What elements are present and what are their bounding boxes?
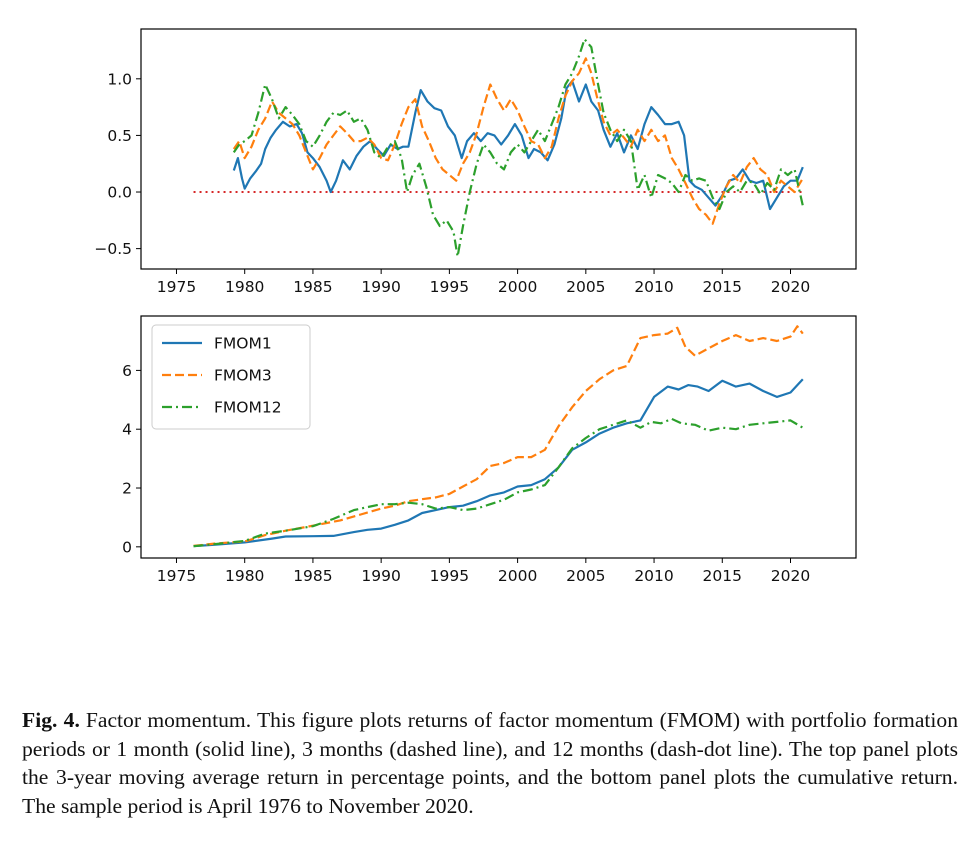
legend-label-fmom12: FMOM12 — [214, 399, 282, 417]
x-tick-label: 1975 — [157, 278, 196, 296]
series-line-fmom3 — [193, 325, 804, 547]
legend-box — [151, 324, 311, 430]
x-tick-label: 1995 — [430, 567, 469, 585]
bottom-panel-cumulative-return: 1975 1980 1985 1990 1995 2000 2005 2010 2015 2020… — [122, 315, 857, 585]
y-tick-label: 0.0 — [107, 184, 132, 202]
caption-label: Fig. 4. — [22, 708, 80, 732]
x-tick-label: 2015 — [703, 567, 742, 585]
figure: 1975 1980 1985 1990 1995 2000 2005 2010 2015 2020… — [94, 28, 857, 585]
top-panel-moving-average: 1975 1980 1985 1990 1995 2000 2005 2010 2015 2020… — [94, 28, 857, 296]
x-tick-label: 1990 — [361, 567, 400, 585]
y-tick-label: 4 — [122, 421, 132, 439]
x-tick-label: 1985 — [293, 278, 332, 296]
x-tick-label: 1995 — [430, 278, 469, 296]
series-line-fmom1 — [232, 80, 804, 211]
y-tick-label: 1.0 — [107, 70, 132, 88]
x-tick-label: 2000 — [498, 278, 537, 296]
series-line-fmom12 — [232, 38, 804, 258]
axes-frame — [140, 315, 857, 559]
x-tick-label: 2020 — [771, 278, 810, 296]
y-tick-label: 2 — [122, 480, 132, 498]
x-tick-label: 1985 — [293, 567, 332, 585]
x-tick-label: 2020 — [771, 567, 810, 585]
x-tick-label: 1990 — [361, 278, 400, 296]
figure-caption: Fig. 4. Factor momentum. This figure plot… — [22, 706, 958, 820]
legend-label-fmom3: FMOM3 — [214, 367, 272, 385]
y-tick-label: −0.5 — [94, 240, 132, 258]
series-line-fmom12 — [193, 417, 804, 548]
x-tick-label: 2010 — [634, 567, 673, 585]
y-tick-label: 6 — [122, 362, 132, 380]
legend: FMOM1 FMOM3 FMOM12 — [151, 324, 311, 430]
x-tick-label: 1975 — [157, 567, 196, 585]
x-tick-label: 2000 — [498, 567, 537, 585]
x-tick-label: 2015 — [703, 278, 742, 296]
series-line-fmom3 — [232, 57, 804, 225]
x-tick-label: 2010 — [634, 278, 673, 296]
x-tick-label: 2005 — [566, 567, 605, 585]
caption-text: Factor momentum. This figure plots retur… — [22, 708, 958, 818]
y-tick-label: 0.5 — [107, 127, 132, 145]
series-line-fmom1 — [193, 378, 804, 548]
legend-label-fmom1: FMOM1 — [214, 335, 272, 353]
axes-frame — [140, 28, 857, 270]
x-tick-label: 1980 — [225, 567, 264, 585]
x-tick-label: 2005 — [566, 278, 605, 296]
x-tick-label: 1980 — [225, 278, 264, 296]
y-tick-label: 0 — [122, 538, 132, 556]
